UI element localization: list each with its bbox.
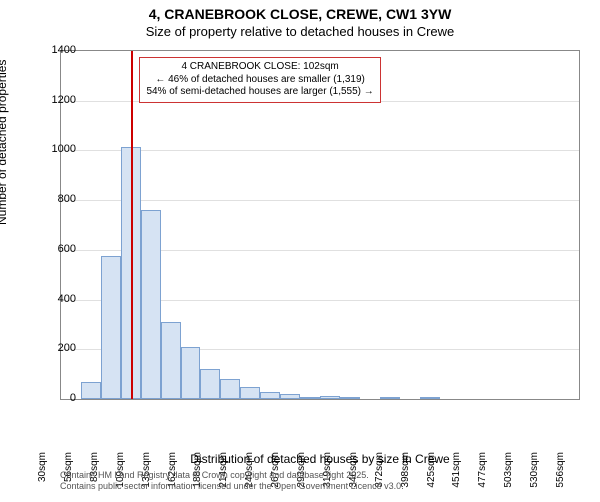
histogram-bar xyxy=(240,387,260,399)
y-tick-label: 800 xyxy=(26,193,76,205)
histogram-bar xyxy=(260,392,280,399)
histogram-bar xyxy=(220,379,240,399)
histogram-bar xyxy=(300,397,320,399)
x-axis-label: Distribution of detached houses by size … xyxy=(60,452,580,466)
histogram-bar xyxy=(340,397,360,399)
histogram-bar xyxy=(181,347,201,399)
y-tick-label: 600 xyxy=(26,243,76,255)
y-tick-label: 1400 xyxy=(26,44,76,56)
y-tick-label: 1200 xyxy=(26,94,76,106)
footer-line-1: Contains HM Land Registry data © Crown c… xyxy=(60,470,580,481)
chart-subtitle: Size of property relative to detached ho… xyxy=(0,24,600,39)
annotation-line: 54% of semi-detached houses are larger (… xyxy=(146,86,373,99)
histogram-bar xyxy=(380,397,400,399)
histogram-bar xyxy=(280,394,300,399)
histogram-bar xyxy=(101,256,121,399)
histogram-bar xyxy=(420,397,440,399)
annotation-line: 4 CRANEBROOK CLOSE: 102sqm xyxy=(146,61,373,74)
footer-attribution: Contains HM Land Registry data © Crown c… xyxy=(60,470,580,492)
y-tick-label: 200 xyxy=(26,342,76,354)
histogram-bar xyxy=(200,369,220,399)
title-block: 4, CRANEBROOK CLOSE, CREWE, CW1 3YW Size… xyxy=(0,0,600,39)
histogram-bar xyxy=(161,322,181,399)
footer-line-2: Contains public sector information licen… xyxy=(60,481,580,492)
property-marker-line xyxy=(131,51,133,399)
chart-title: 4, CRANEBROOK CLOSE, CREWE, CW1 3YW xyxy=(0,6,600,22)
annotation-line: ← 46% of detached houses are smaller (1,… xyxy=(146,74,373,87)
y-tick-label: 1000 xyxy=(26,143,76,155)
y-axis-label: Number of detached properties xyxy=(0,60,9,225)
plot-area: 4 CRANEBROOK CLOSE: 102sqm← 46% of detac… xyxy=(60,50,580,400)
histogram-bar xyxy=(141,210,161,399)
annotation-box: 4 CRANEBROOK CLOSE: 102sqm← 46% of detac… xyxy=(139,57,380,103)
y-tick-label: 0 xyxy=(26,392,76,404)
histogram-bar xyxy=(320,396,340,399)
chart-container: 4, CRANEBROOK CLOSE, CREWE, CW1 3YW Size… xyxy=(0,0,600,500)
histogram-bar xyxy=(81,382,101,399)
y-tick-label: 400 xyxy=(26,293,76,305)
